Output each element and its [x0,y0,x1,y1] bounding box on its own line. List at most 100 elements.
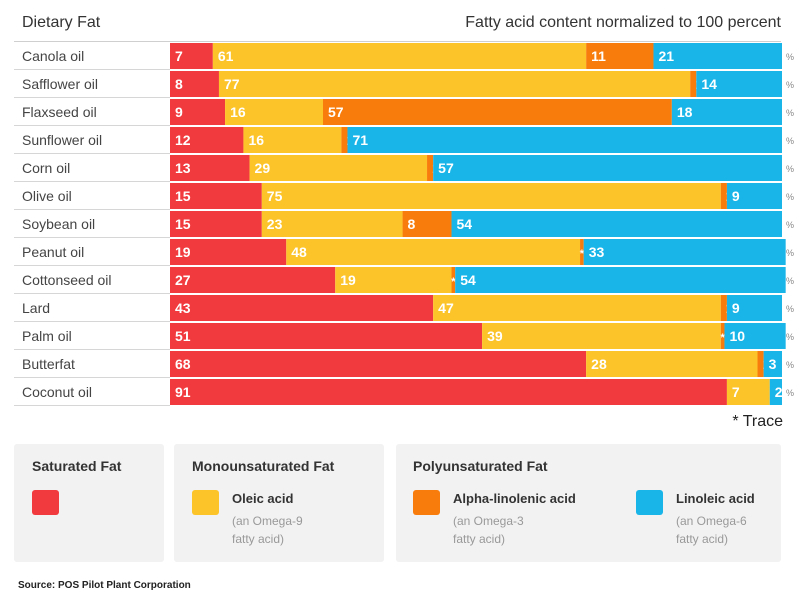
legend-alpha-name: Alpha-linolenic acid [453,491,576,506]
row-suffix-peanut-oil: % [786,248,794,258]
data-label-lard-saturated-fat: 43 [175,300,191,316]
bar-lard-linoleic-acid [726,295,782,321]
bar-cottonseed-oil-saturated-fat [170,267,336,293]
bar-flaxseed-oil-saturated-fat [170,99,226,125]
legend-poly-heading: Polyunsaturated Fat [413,458,548,474]
row-suffix-safflower-oil: % [786,80,794,90]
data-label-peanut-oil-alpha-linolenic-acid: * [580,248,585,260]
data-label-cottonseed-oil-linoleic-acid: 54 [460,272,476,288]
chart-title: Dietary Fat [22,14,101,31]
bar-corn-oil-saturated-fat [170,155,250,181]
data-label-safflower-oil-oleic-acid: 77 [224,76,240,92]
data-label-butterfat-oleic-acid: 28 [591,356,607,372]
source-note: Source: POS Pilot Plant Corporation [18,580,191,591]
bar-safflower-oil-oleic-acid [218,71,691,97]
bar-olive-oil-saturated-fat [170,183,262,209]
bar-butterfat-linoleic-acid [763,351,782,377]
category-label-soybean-oil: Soybean oil [22,216,95,232]
row-suffix-corn-oil: % [786,164,794,174]
data-label-canola-oil-alpha-linolenic-acid: 11 [591,48,606,64]
bar-canola-oil-oleic-acid [212,43,587,69]
chart-subtitle: Fatty acid content normalized to 100 per… [465,14,781,31]
bar-corn-oil-alpha-linolenic-acid [427,155,434,181]
legend-alpha-desc-line2: fatty acid) [453,532,506,546]
bar-peanut-oil-saturated-fat [170,239,287,265]
data-label-coconut-oil-linoleic-acid: 2 [775,384,783,400]
data-label-cottonseed-oil-alpha-linolenic-acid: * [451,276,456,288]
data-label-soybean-oil-alpha-linolenic-acid: 8 [408,216,416,232]
data-label-butterfat-linoleic-acid: 3 [769,356,777,372]
bar-cottonseed-oil-oleic-acid [335,267,452,293]
bar-canola-oil-saturated-fat [170,43,213,69]
legend-oleic-desc-line2: fatty acid) [232,532,285,546]
data-label-flaxseed-oil-alpha-linolenic-acid: 57 [328,104,344,120]
category-label-safflower-oil: Safflower oil [22,76,98,92]
data-label-sunflower-oil-linoleic-acid: 71 [352,132,368,148]
data-label-sunflower-oil-oleic-acid: 16 [248,132,264,148]
bar-canola-oil-alpha-linolenic-acid [586,43,654,69]
data-label-butterfat-saturated-fat: 68 [175,356,191,372]
bar-sunflower-oil-oleic-acid [243,127,342,153]
data-label-flaxseed-oil-oleic-acid: 16 [230,104,246,120]
bar-lard-oleic-acid [433,295,721,321]
data-label-palm-oil-linoleic-acid: 10 [729,328,745,344]
legend-alpha-swatch [413,490,440,515]
row-suffix-butterfat: % [786,360,794,370]
bar-palm-oil-alpha-linolenic-acid [720,323,725,349]
bar-lard-saturated-fat [170,295,434,321]
bar-safflower-oil-linoleic-acid [696,71,782,97]
row-suffix-canola-oil: % [786,52,794,62]
data-label-canola-oil-oleic-acid: 61 [218,48,234,64]
legend-saturated-heading: Saturated Fat [32,458,122,474]
data-label-lard-oleic-acid: 47 [438,300,454,316]
data-label-palm-oil-oleic-acid: 39 [487,328,503,344]
legend-linoleic-swatch [636,490,663,515]
legend-linoleic-desc-line2: fatty acid) [676,532,729,546]
legend-oleic-name: Oleic acid [232,491,294,506]
data-label-flaxseed-oil-saturated-fat: 9 [175,104,183,120]
category-label-palm-oil: Palm oil [22,328,72,344]
row-suffix-lard: % [786,304,794,314]
category-label-lard: Lard [22,300,50,316]
bar-safflower-oil-saturated-fat [170,71,219,97]
category-label-sunflower-oil: Sunflower oil [22,132,102,148]
bar-corn-oil-oleic-acid [249,155,428,181]
bar-palm-oil-linoleic-acid [724,323,786,349]
category-label-flaxseed-oil: Flaxseed oil [22,104,97,120]
bar-sunflower-oil-alpha-linolenic-acid [341,127,348,153]
category-label-butterfat: Butterfat [22,356,75,372]
row-suffix-soybean-oil: % [786,220,794,230]
data-label-corn-oil-linoleic-acid: 57 [438,160,454,176]
legend-mono-panel: Monounsaturated Fat Oleic acid (an Omega… [174,444,384,562]
bar-palm-oil-saturated-fat [170,323,483,349]
row-suffix-olive-oil: % [786,192,794,202]
data-label-soybean-oil-oleic-acid: 23 [267,216,283,232]
data-label-coconut-oil-saturated-fat: 91 [175,384,191,400]
legend-linoleic-name: Linoleic acid [676,491,755,506]
data-label-soybean-oil-linoleic-acid: 54 [457,216,473,232]
data-label-canola-oil-linoleic-acid: 21 [658,48,674,64]
data-label-corn-oil-oleic-acid: 29 [255,160,271,176]
bar-olive-oil-alpha-linolenic-acid [720,183,727,209]
legend-oleic-desc-line1: (an Omega-9 [232,514,303,528]
row-suffix-sunflower-oil: % [786,136,794,146]
bar-canola-oil-linoleic-acid [653,43,782,69]
data-label-cottonseed-oil-saturated-fat: 27 [175,272,191,288]
data-label-lard-linoleic-acid: 9 [732,300,740,316]
data-label-olive-oil-linoleic-acid: 9 [732,188,740,204]
bar-soybean-oil-oleic-acid [261,211,403,237]
data-label-safflower-oil-linoleic-acid: 14 [701,76,717,92]
stacked-bar-chart: Canola oil 7 61 11 21% Safflower oil 8 7 71 14% Fl… [14,41,794,406]
bar-lard-alpha-linolenic-acid [720,295,727,321]
legend-linoleic-desc-line1: (an Omega-6 [676,514,747,528]
bar-flaxseed-oil-linoleic-acid [671,99,782,125]
data-label-safflower-oil-saturated-fat: 8 [175,76,183,92]
row-suffix-flaxseed-oil: % [786,108,794,118]
bar-peanut-oil-oleic-acid [286,239,581,265]
data-label-peanut-oil-saturated-fat: 19 [175,244,191,260]
bar-sunflower-oil-saturated-fat [170,127,244,153]
bar-palm-oil-oleic-acid [482,323,721,349]
category-label-cottonseed-oil: Cottonseed oil [22,272,112,288]
data-label-peanut-oil-linoleic-acid: 33 [589,244,605,260]
data-label-coconut-oil-oleic-acid: 7 [732,384,740,400]
